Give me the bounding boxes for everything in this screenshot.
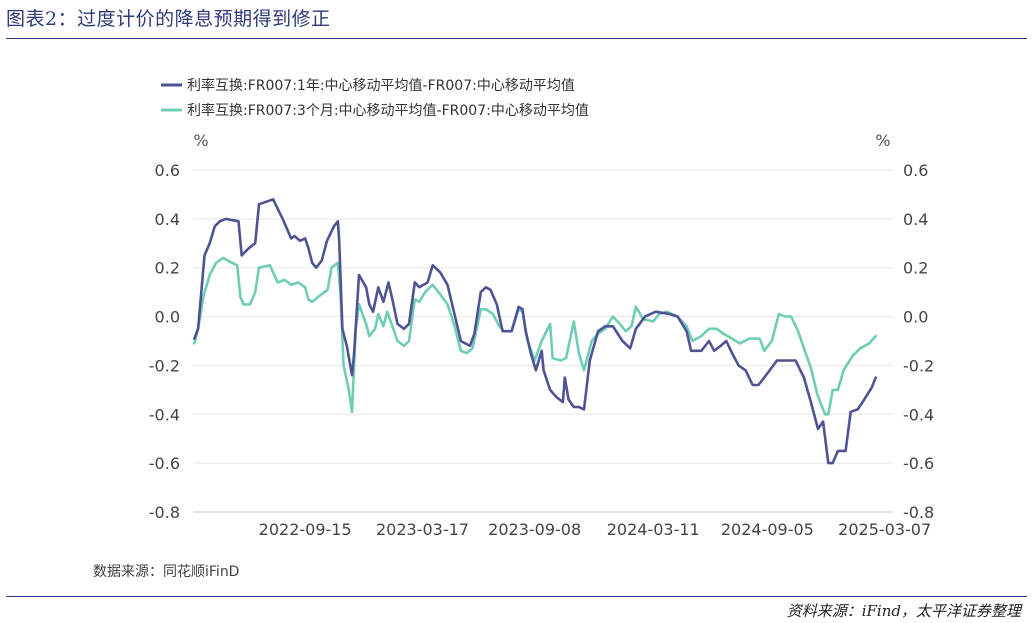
chart-source-note: 数据来源：同花顺iFinD bbox=[93, 564, 240, 580]
legend-label: 利率互换:FR007:1年:中心移动平均值-FR007:中心移动平均值 bbox=[187, 77, 575, 94]
legend: 利率互换:FR007:1年:中心移动平均值-FR007:中心移动平均值利率互换:… bbox=[161, 77, 589, 119]
y-tick-label-right: -0.8 bbox=[903, 503, 934, 522]
y-tick-label-left: -0.2 bbox=[149, 356, 180, 375]
y-tick-label-left: -0.8 bbox=[149, 503, 180, 522]
bottom-rule bbox=[6, 596, 1027, 597]
y-tick-label-left: -0.6 bbox=[149, 454, 180, 473]
y-ticks-left: 0.6 0.4 0.2 0.0 -0.2 -0.4 -0.6 -0.8 bbox=[149, 161, 180, 522]
y-tick-label-right: -0.6 bbox=[903, 454, 934, 473]
y-ticks-right: 0.6 0.4 0.2 0.0 -0.2 -0.4 -0.6 -0.8 bbox=[903, 161, 934, 522]
gridlines bbox=[193, 169, 893, 513]
series-line-1y bbox=[193, 198, 878, 465]
y-tick-label-left: -0.4 bbox=[149, 405, 180, 424]
y-tick-label-left: 0.0 bbox=[155, 308, 180, 327]
series-line-3m bbox=[193, 256, 878, 416]
x-tick-label: 2023-09-08 bbox=[488, 520, 581, 539]
y-tick-label-right: -0.2 bbox=[903, 356, 934, 375]
y-tick-label-right: -0.4 bbox=[903, 405, 934, 424]
x-tick-label: 2022-09-15 bbox=[259, 520, 352, 539]
y-tick-label-left: 0.2 bbox=[155, 259, 180, 278]
y-tick-label-right: 0.0 bbox=[903, 308, 928, 327]
y-tick-label-left: 0.6 bbox=[155, 161, 180, 180]
y-tick-label-right: 0.2 bbox=[903, 259, 928, 278]
y-tick-label-left: 0.4 bbox=[155, 210, 180, 229]
series-lines bbox=[193, 198, 878, 465]
x-tick-label: 2023-03-17 bbox=[376, 520, 469, 539]
y-unit-right: % bbox=[875, 131, 890, 150]
legend-label: 利率互换:FR007:3个月:中心移动平均值-FR007:中心移动平均值 bbox=[187, 102, 589, 119]
x-ticks: 2022-09-15 2023-03-17 2023-09-08 2024-03-11… bbox=[259, 520, 931, 539]
y-tick-label-right: 0.4 bbox=[903, 210, 928, 229]
x-tick-label: 2025-03-07 bbox=[838, 520, 931, 539]
x-tick-label: 2024-03-11 bbox=[607, 520, 700, 539]
figure-title: 图表2：过度计价的降息预期得到修正 bbox=[6, 8, 331, 30]
top-rule bbox=[6, 38, 1027, 39]
y-tick-label-right: 0.6 bbox=[903, 161, 928, 180]
y-unit-left: % bbox=[193, 131, 208, 150]
x-tick-label: 2024-09-05 bbox=[721, 520, 814, 539]
report-source-footer: 资料来源：iFind，太平洋证券整理 bbox=[786, 602, 1021, 620]
